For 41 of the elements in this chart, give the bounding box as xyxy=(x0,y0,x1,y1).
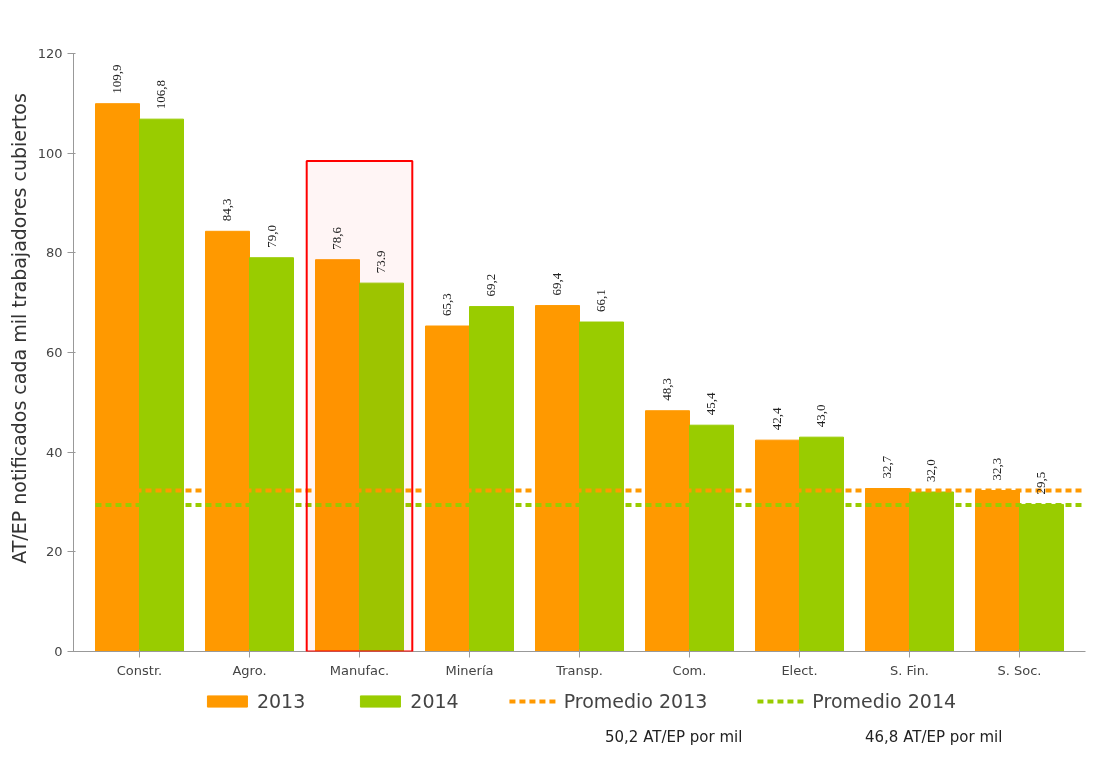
data-label: 43,0 xyxy=(813,404,829,428)
data-label: 106,8 xyxy=(153,79,169,110)
data-label: 32,0 xyxy=(923,459,939,483)
y-tick-label: 40 xyxy=(45,444,63,460)
data-label: 29,5 xyxy=(1033,471,1049,495)
data-label: 69,2 xyxy=(483,273,499,297)
data-label: 42,4 xyxy=(769,406,785,431)
x-tick-label: Elect. xyxy=(781,662,818,678)
legend-label: 2014 xyxy=(410,690,459,712)
data-label: 78,6 xyxy=(329,226,345,250)
y-tick-label: 120 xyxy=(37,45,63,61)
legend-label: Promedio 2014 xyxy=(812,690,957,712)
legend-label: 2013 xyxy=(256,690,306,712)
data-label: 45,4 xyxy=(703,391,719,416)
x-tick-label: S. Fin. xyxy=(889,662,930,678)
data-label: 32,7 xyxy=(879,455,895,479)
legend-label: Promedio 2013 xyxy=(563,690,708,712)
y-tick-label: 80 xyxy=(45,245,63,261)
x-tick-label: Constr. xyxy=(116,662,163,678)
y-tick-label: 20 xyxy=(45,544,63,560)
x-tick-label: Minería xyxy=(445,662,494,678)
data-label: 79,0 xyxy=(263,225,279,248)
x-tick-label: Agro. xyxy=(232,662,267,678)
data-label: 48,3 xyxy=(659,378,675,401)
data-label: 84,3 xyxy=(219,198,235,222)
y-tick-label: 0 xyxy=(54,644,63,659)
data-label: 66,1 xyxy=(593,289,609,313)
data-label: 65,3 xyxy=(439,293,455,317)
data-label: 69,4 xyxy=(549,272,565,296)
x-tick-label: Manufac. xyxy=(329,662,390,678)
data-label: 32,3 xyxy=(989,457,1005,481)
text: 46,8 AT/EP por mil xyxy=(865,727,1004,748)
x-tick-label: Transp. xyxy=(555,662,603,678)
x-tick-label: Com. xyxy=(672,662,707,678)
data-label: 73.9 xyxy=(373,250,389,274)
data-label: 109,9 xyxy=(109,64,125,94)
y-tick-label: 100 xyxy=(37,145,63,161)
text: 50,2 AT/EP por mil xyxy=(605,727,744,748)
x-tick-label: S. Soc. xyxy=(997,662,1042,678)
y-axis-title: AT/EP notificados cada mil trabajadores cubiertos xyxy=(7,93,30,564)
y-tick-label: 60 xyxy=(45,344,63,360)
